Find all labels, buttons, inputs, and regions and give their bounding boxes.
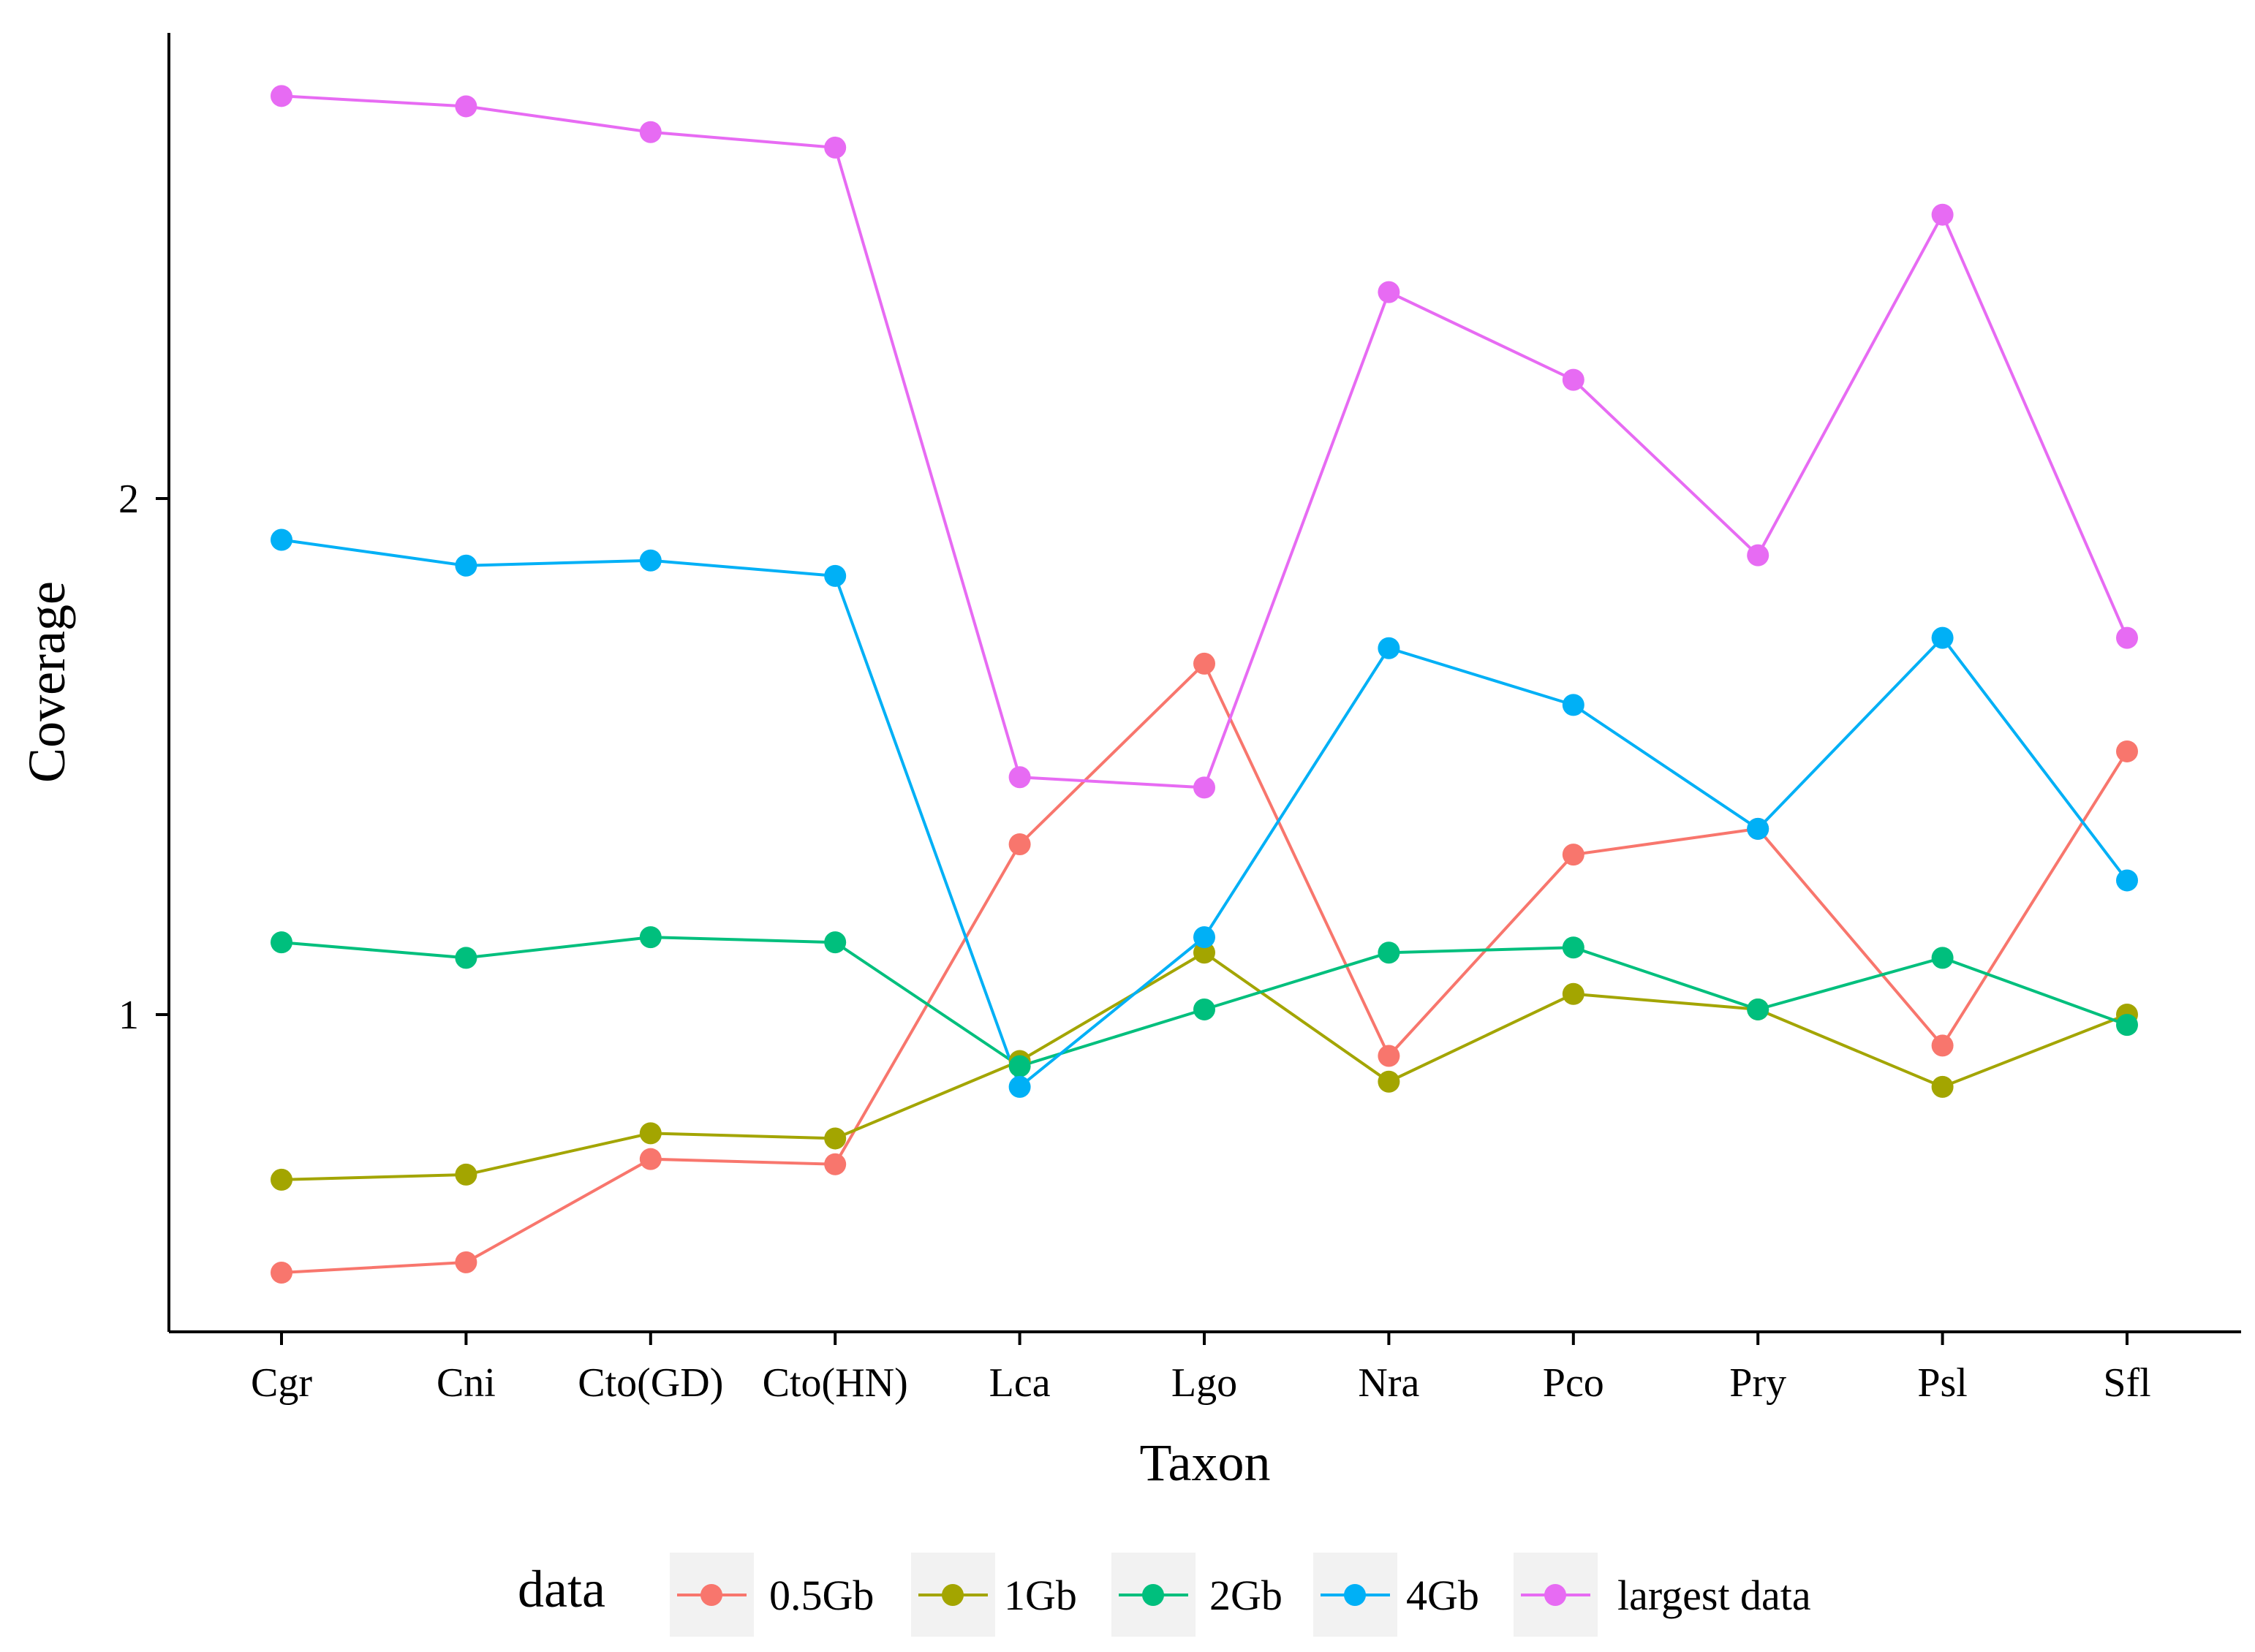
data-point [639, 926, 662, 949]
data-point [2116, 869, 2138, 892]
legend-key-point [700, 1584, 722, 1606]
data-point [1193, 652, 1215, 675]
data-point [1562, 936, 1584, 959]
data-point [1931, 1075, 1954, 1098]
data-point [1378, 281, 1400, 303]
x-tick-label: Lca [989, 1360, 1051, 1406]
data-point [1378, 637, 1400, 659]
data-point [1193, 926, 1215, 949]
data-point [1747, 817, 1769, 840]
x-tick-label: Cto(HN) [763, 1360, 908, 1406]
data-point [1378, 1045, 1400, 1067]
x-tick-label: Cto(GD) [578, 1360, 723, 1406]
x-tick-label: Pry [1729, 1360, 1786, 1406]
data-point [271, 1262, 292, 1284]
data-point [1008, 1075, 1031, 1098]
x-axis-ticks: Cgr Cni Cto(GD) Cto(HN) Lca Lgo Nra Pco Pry Psl Sf… [251, 1332, 2151, 1406]
data-point [1193, 998, 1215, 1020]
legend-label: 1Gb [1004, 1572, 1077, 1619]
x-axis-title: Taxon [1140, 1433, 1271, 1492]
y-tick-label: 2 [118, 477, 139, 522]
y-axis-title: Coverage [18, 581, 76, 783]
y-axis-ticks: 12 [118, 477, 169, 1038]
series-points [271, 85, 2138, 1284]
data-point [1008, 766, 1031, 789]
data-point [455, 1251, 477, 1273]
data-point [271, 85, 292, 107]
data-point [1562, 694, 1584, 716]
series-line-1gb [281, 950, 2128, 1181]
data-point [824, 931, 847, 954]
data-point [2116, 626, 2138, 649]
data-point [1931, 203, 1954, 226]
x-tick-label: Cgr [251, 1360, 312, 1406]
data-point [271, 931, 292, 954]
data-point [455, 95, 477, 118]
series-line-largest-data [281, 94, 2129, 789]
data-point [2116, 1014, 2138, 1037]
data-point [455, 1163, 477, 1186]
data-point [639, 1148, 662, 1170]
x-tick-label: Psl [1917, 1360, 1968, 1406]
legend-label: 4Gb [1406, 1572, 1479, 1619]
legend-title: data [518, 1560, 605, 1618]
data-point [639, 121, 662, 143]
data-point [1193, 776, 1215, 799]
data-point [824, 1153, 847, 1175]
data-point [1378, 1070, 1400, 1093]
x-tick-label: Nra [1358, 1360, 1419, 1406]
data-point [1193, 941, 1215, 964]
data-point [824, 564, 847, 587]
x-tick-label: Cni [437, 1360, 496, 1406]
data-point [2116, 740, 2138, 762]
data-point [1562, 982, 1584, 1005]
data-point [824, 136, 847, 159]
data-point [1562, 368, 1584, 391]
data-point [1008, 833, 1031, 856]
data-point [1378, 941, 1400, 964]
legend: data 0.5Gb 1Gb 2Gb 4Gb largest data [518, 1553, 1811, 1637]
data-point [271, 1168, 292, 1191]
x-tick-label: Lgo [1171, 1360, 1237, 1406]
data-point [1931, 1034, 1954, 1057]
data-point [824, 1127, 847, 1150]
legend-label: largest data [1617, 1572, 1811, 1619]
series-lines [281, 94, 2129, 1274]
data-point [639, 1122, 662, 1145]
data-point [455, 554, 477, 577]
legend-key-point [942, 1584, 964, 1606]
data-point [1562, 844, 1584, 866]
legend-key-point [1544, 1584, 1566, 1606]
legend-label: 2Gb [1209, 1572, 1283, 1619]
data-point [1008, 1055, 1031, 1077]
data-point [1747, 544, 1769, 567]
data-point [271, 528, 292, 551]
series-line-0.5gb [281, 661, 2129, 1274]
data-point [455, 947, 477, 969]
data-point [1931, 626, 1954, 649]
data-point [1747, 998, 1769, 1020]
x-tick-label: Sfl [2103, 1360, 2150, 1406]
data-point [1931, 947, 1954, 969]
data-point [639, 549, 662, 572]
legend-key-point [1142, 1584, 1164, 1606]
legend-label: 0.5Gb [769, 1572, 874, 1619]
x-tick-label: Pco [1543, 1360, 1604, 1406]
y-tick-label: 1 [118, 993, 139, 1038]
legend-key-point [1344, 1584, 1366, 1606]
